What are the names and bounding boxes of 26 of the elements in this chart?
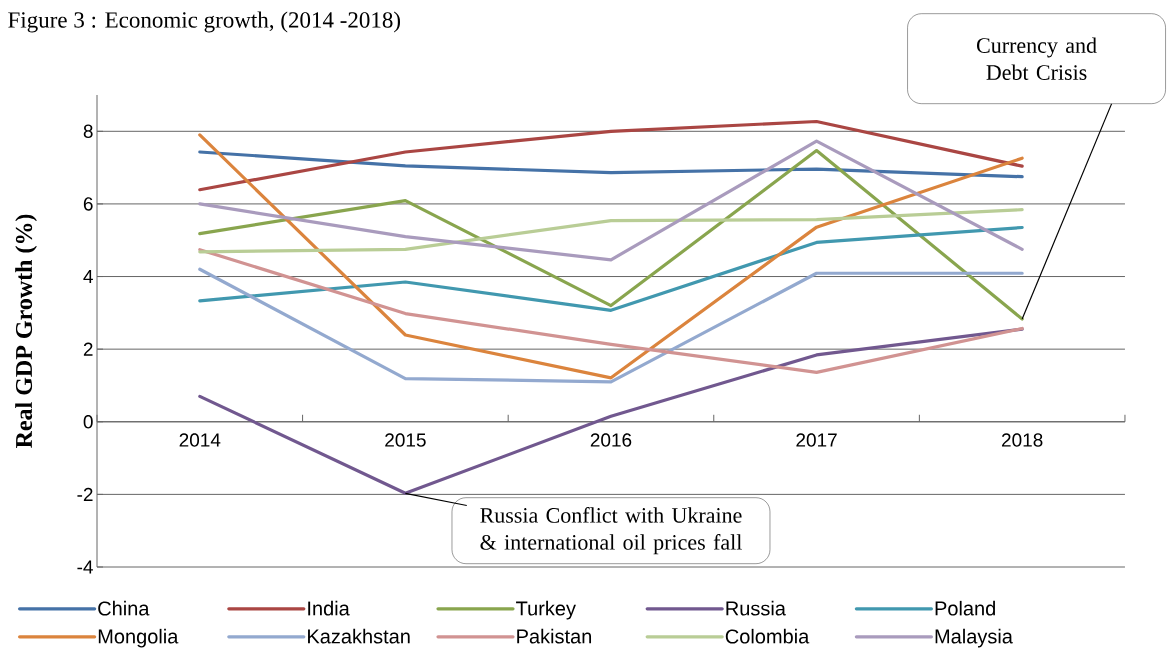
y-tick-label: 0 bbox=[83, 415, 93, 429]
legend-label: Russia bbox=[726, 600, 786, 616]
y-tick-label: -4 bbox=[77, 560, 93, 574]
x-tick-label: 2015 bbox=[385, 433, 426, 447]
x-tick-label: 2018 bbox=[1001, 433, 1043, 447]
annotation: Currency and Debt Crisis bbox=[976, 37, 1097, 80]
legend-label: Mongolia bbox=[98, 628, 179, 648]
legend-label: Colombia bbox=[725, 628, 810, 644]
y-tick-label: 6 bbox=[83, 197, 93, 211]
legend-label: Kazakhstan bbox=[308, 628, 410, 644]
legend-label: China bbox=[98, 600, 150, 616]
chart-title: Figure 3 : Economic growth, (2014 -2018) bbox=[8, 11, 401, 33]
y-tick-label: 8 bbox=[83, 124, 93, 139]
x-tick-label: 2014 bbox=[179, 433, 221, 447]
y-tick-label: -2 bbox=[77, 487, 93, 502]
annotation: Russia Conflict with Ukraine & international oil prices fall bbox=[480, 507, 742, 555]
legend-label: Pakistan bbox=[517, 628, 592, 644]
y-tick-label: 4 bbox=[83, 269, 93, 284]
legend-label: India bbox=[308, 600, 350, 616]
legend-label: Turkey bbox=[516, 600, 576, 620]
y-axis-title: Real GDP Growth (%) bbox=[15, 214, 37, 449]
legend-label: Poland bbox=[935, 600, 995, 616]
x-tick-label: 2016 bbox=[590, 433, 632, 447]
x-tick-label: 2017 bbox=[796, 433, 837, 447]
y-tick-label: 2 bbox=[83, 342, 93, 356]
legend-label: Malaysia bbox=[935, 628, 1013, 648]
